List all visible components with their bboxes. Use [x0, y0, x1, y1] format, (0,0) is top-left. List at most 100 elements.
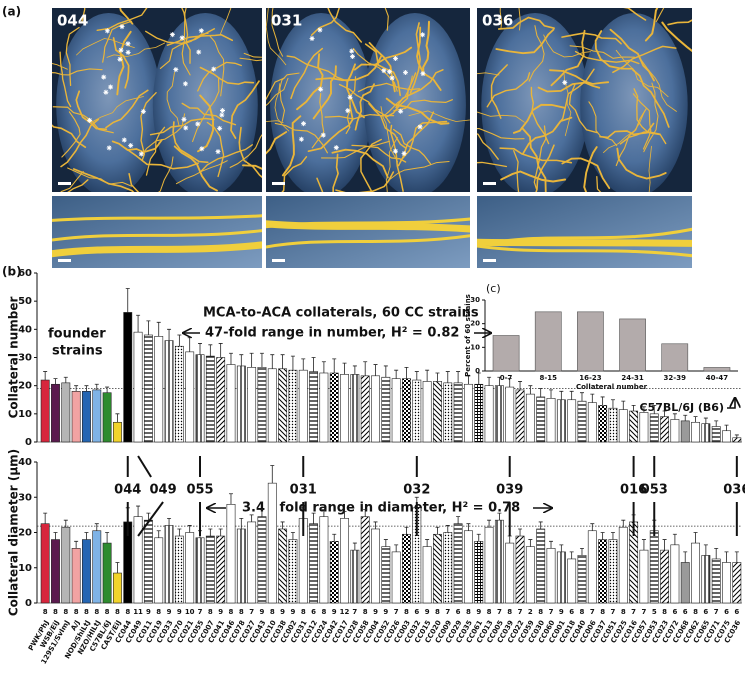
strain-callout: 032 [403, 483, 430, 498]
bar [422, 381, 432, 443]
vessel [495, 28, 555, 55]
bar [267, 368, 277, 443]
error-bar [187, 337, 192, 352]
bar [154, 336, 164, 443]
collateral-marker [317, 27, 323, 33]
error-bar [425, 369, 430, 382]
y-tick-label: 10 [18, 409, 32, 420]
error-bar [724, 424, 729, 431]
error-bar [74, 385, 79, 392]
error-bar [693, 416, 698, 423]
sample-size: 6 [569, 608, 574, 616]
sample-size: 7 [714, 608, 719, 616]
bar [711, 426, 721, 443]
vessel [142, 113, 186, 154]
collateral-marker [104, 28, 110, 34]
vessel [312, 65, 337, 120]
error-bar [590, 393, 595, 403]
error-bar [156, 321, 161, 337]
bar [51, 539, 60, 604]
x-tick-label: 32-39 [664, 374, 687, 382]
error-bar [487, 519, 492, 528]
bar [463, 530, 473, 604]
error-bar [683, 414, 688, 421]
bar [484, 385, 494, 443]
bar [205, 535, 215, 604]
bar [587, 530, 597, 604]
error-bar [167, 328, 172, 341]
panel-label: (a) [2, 5, 21, 19]
collateral-marker [125, 41, 131, 47]
bar [226, 503, 236, 604]
sample-size: 8 [301, 608, 306, 616]
x-tick-label: 40-47 [706, 374, 729, 382]
collateral-marker [401, 150, 407, 156]
vessel [72, 168, 135, 192]
vessel [357, 82, 420, 93]
error-bar [714, 420, 719, 427]
bar [402, 533, 411, 604]
bar [40, 379, 50, 443]
bar [525, 393, 535, 443]
bar [660, 416, 670, 443]
hemisphere [56, 13, 162, 192]
vessel [550, 29, 586, 87]
annotation: C57BL/6J (B6) [640, 401, 724, 414]
sample-size: 9 [373, 608, 378, 616]
y-tick-label: 0 [475, 367, 480, 375]
vessel [102, 20, 133, 63]
bar [82, 390, 91, 443]
vessel [59, 51, 72, 108]
bar [587, 402, 597, 443]
vessel [632, 93, 652, 150]
collateral-marker [215, 149, 221, 155]
vessel [364, 43, 402, 97]
bar [216, 535, 226, 604]
vessel [596, 175, 602, 192]
error-bar [280, 354, 285, 369]
bar [732, 437, 742, 443]
collateral-marker [217, 125, 223, 131]
vessel [145, 126, 166, 176]
callout-line [137, 455, 152, 478]
bar [40, 523, 50, 604]
vessel [315, 54, 383, 82]
collateral-marker [333, 145, 339, 151]
error-bar [352, 365, 357, 375]
y-tick-label: 30 [470, 296, 480, 304]
bar [360, 516, 370, 604]
error-bar [74, 540, 79, 549]
error-bar [456, 516, 461, 524]
vessel [60, 118, 100, 168]
vessel [500, 170, 567, 183]
sample-size: 8 [115, 608, 120, 616]
vessel [643, 82, 659, 153]
bar [474, 541, 484, 604]
sample-size: 8 [321, 608, 326, 616]
x-axis-label: Collateral number [576, 383, 648, 391]
error-bar [363, 361, 368, 376]
error-bar [259, 509, 264, 517]
sample-size: 9 [218, 608, 223, 616]
sample-size: 8 [538, 608, 543, 616]
vessel [290, 47, 324, 100]
error-bar [84, 385, 89, 392]
vessel [648, 145, 652, 192]
bar [174, 535, 184, 604]
bar [639, 549, 649, 604]
error-bar [63, 519, 68, 528]
error-bar [621, 400, 626, 410]
collateral-marker [179, 35, 185, 41]
error-bar [270, 354, 275, 369]
bar [112, 572, 122, 604]
error-bar [559, 544, 564, 552]
error-bar [445, 371, 450, 383]
bar [680, 562, 690, 604]
bar [185, 351, 195, 443]
error-bar [177, 334, 182, 347]
error-bar [610, 532, 615, 540]
collateral-marker [219, 112, 225, 118]
error-bar [724, 551, 729, 563]
bar [133, 331, 143, 443]
